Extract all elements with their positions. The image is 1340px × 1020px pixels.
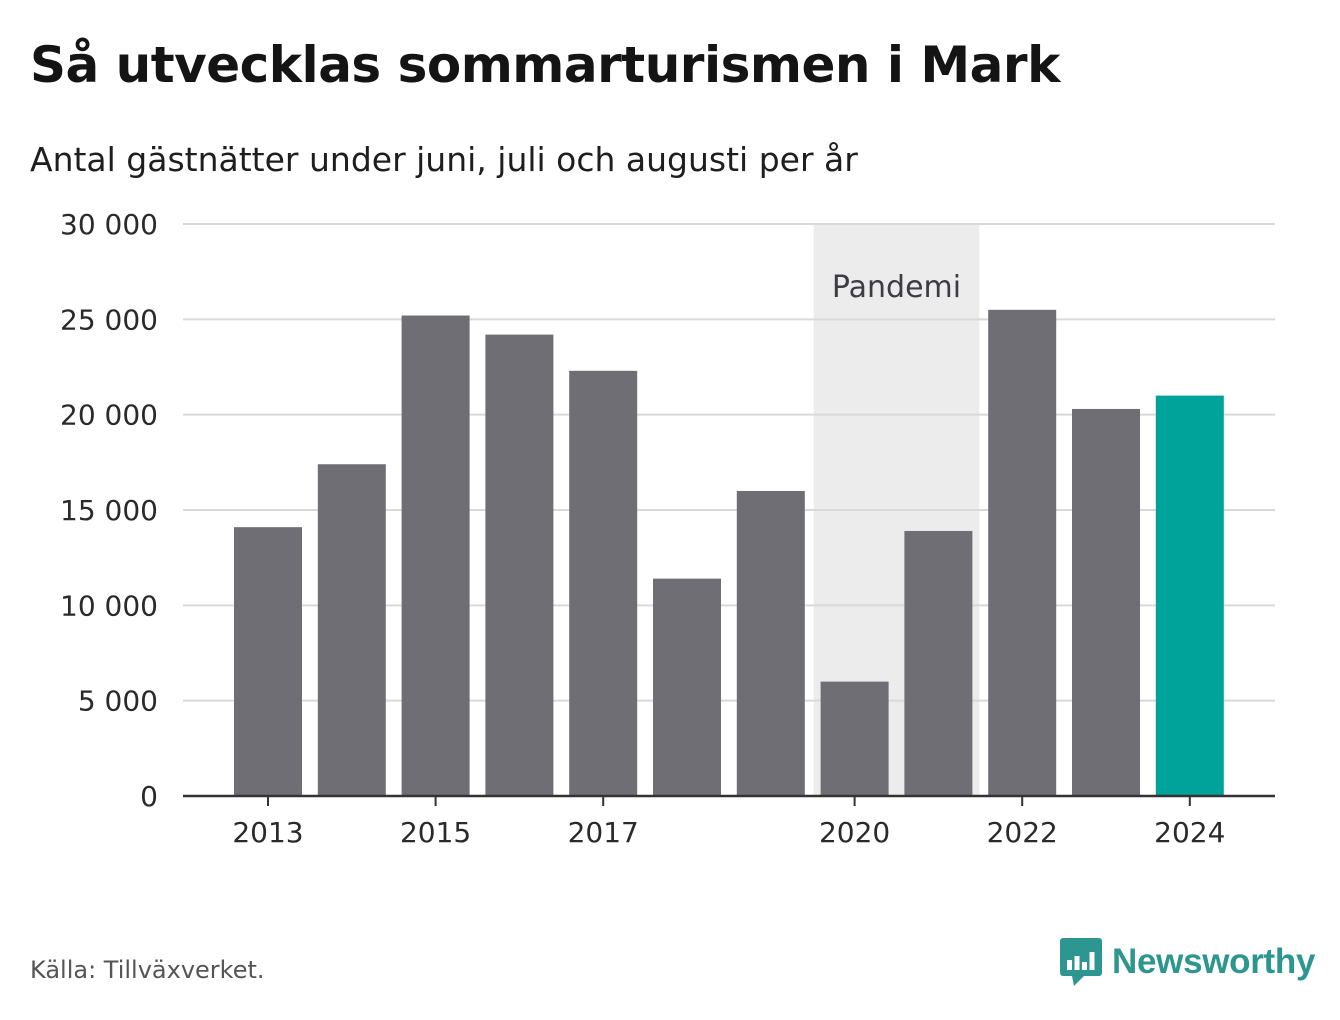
brand-name: Newsworthy xyxy=(1112,942,1316,981)
chart-title: Så utvecklas sommarturismen i Mark xyxy=(30,36,1060,94)
bar-2017 xyxy=(569,370,638,796)
y-tick-label: 0 xyxy=(140,780,158,813)
y-tick-label: 20 000 xyxy=(60,399,158,432)
x-tick-label: 2024 xyxy=(1154,816,1225,849)
x-tick-labels: 2013 2015 2017 2020 2022 2024 xyxy=(232,816,1225,849)
x-tick-label: 2017 xyxy=(568,816,639,849)
bar-2021 xyxy=(904,530,973,796)
x-axis xyxy=(183,794,1275,806)
bar-2019 xyxy=(736,490,805,796)
source-note: Källa: Tillväxverket. xyxy=(30,956,265,984)
x-tick-label: 2015 xyxy=(400,816,471,849)
y-tick-label: 5 000 xyxy=(78,685,158,718)
bar-2013 xyxy=(234,527,302,796)
bar-chart: Pandemi 0 5 000 10 000 15 000 20 000 25 000 30… xyxy=(60,208,1275,849)
bar-2023 xyxy=(1072,408,1140,796)
bar-2022 xyxy=(988,309,1057,796)
y-tick-label: 30 000 xyxy=(60,208,158,241)
x-tick-label: 2022 xyxy=(987,816,1058,849)
bar-2024 xyxy=(1155,395,1224,796)
bar-2018 xyxy=(653,578,721,796)
y-tick-label: 25 000 xyxy=(60,303,158,336)
x-tick-label: 2020 xyxy=(819,816,890,849)
bar-2015 xyxy=(401,315,470,796)
bar-2020 xyxy=(820,681,889,796)
pandemic-label: Pandemi xyxy=(832,270,961,305)
y-tick-label: 10 000 xyxy=(60,589,158,622)
y-tick-label: 15 000 xyxy=(60,494,158,527)
x-tick-label: 2013 xyxy=(232,816,303,849)
brand-logo: Newsworthy xyxy=(1060,938,1315,986)
newsworthy-logo-icon xyxy=(1060,938,1102,986)
chart-subtitle: Antal gästnätter under juni, juli och au… xyxy=(30,140,858,179)
y-tick-labels: 0 5 000 10 000 15 000 20 000 25 000 30 000 xyxy=(60,208,158,813)
bar-2016 xyxy=(485,334,554,796)
bar-2014 xyxy=(317,464,386,796)
bars xyxy=(234,309,1224,796)
